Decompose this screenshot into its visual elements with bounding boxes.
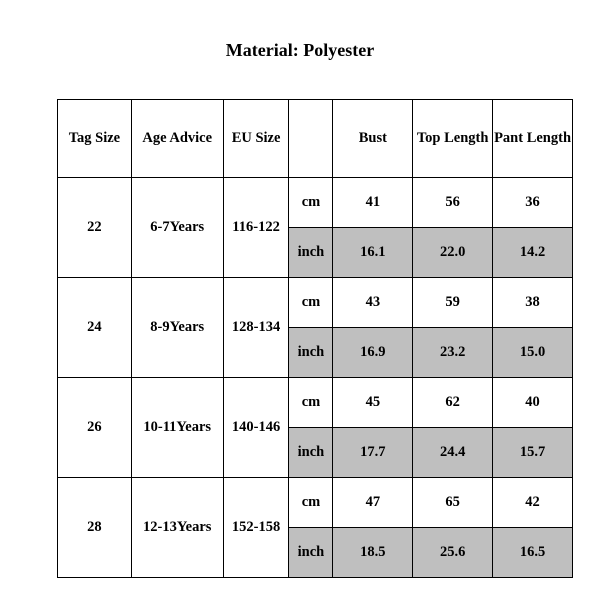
cell-pant-cm: 42 — [493, 478, 573, 528]
cell-unit-inch: inch — [289, 328, 333, 378]
cell-top-cm: 59 — [413, 278, 493, 328]
col-bust: Bust — [333, 100, 413, 178]
cell-bust-cm: 47 — [333, 478, 413, 528]
cell-unit-cm: cm — [289, 478, 333, 528]
col-tag-size: Tag Size — [58, 100, 132, 178]
cell-age: 6-7Years — [131, 178, 223, 278]
col-top-len: Top Length — [413, 100, 493, 178]
cell-age: 10-11Years — [131, 378, 223, 478]
col-pant-len: Pant Length — [493, 100, 573, 178]
cell-unit-inch: inch — [289, 428, 333, 478]
cell-eu-size: 128-134 — [223, 278, 289, 378]
cell-eu-size: 152-158 — [223, 478, 289, 578]
cell-top-cm: 65 — [413, 478, 493, 528]
cell-bust-inch: 17.7 — [333, 428, 413, 478]
cell-tag-size: 28 — [58, 478, 132, 578]
cell-eu-size: 116-122 — [223, 178, 289, 278]
cell-top-inch: 22.0 — [413, 228, 493, 278]
size-table: Tag Size Age Advice EU Size Bust Top Len… — [57, 99, 573, 578]
col-age: Age Advice — [131, 100, 223, 178]
header-row: Tag Size Age Advice EU Size Bust Top Len… — [58, 100, 573, 178]
table-head: Tag Size Age Advice EU Size Bust Top Len… — [58, 100, 573, 178]
cell-tag-size: 24 — [58, 278, 132, 378]
cell-bust-inch: 18.5 — [333, 528, 413, 578]
table-row: 2812-13Years152-158cm476542 — [58, 478, 573, 528]
cell-age: 8-9Years — [131, 278, 223, 378]
cell-unit-cm: cm — [289, 278, 333, 328]
cell-pant-inch: 14.2 — [493, 228, 573, 278]
cell-eu-size: 140-146 — [223, 378, 289, 478]
cell-age: 12-13Years — [131, 478, 223, 578]
cell-unit-inch: inch — [289, 528, 333, 578]
col-eu-size: EU Size — [223, 100, 289, 178]
cell-bust-inch: 16.9 — [333, 328, 413, 378]
cell-tag-size: 22 — [58, 178, 132, 278]
cell-bust-cm: 45 — [333, 378, 413, 428]
cell-bust-cm: 41 — [333, 178, 413, 228]
cell-pant-cm: 40 — [493, 378, 573, 428]
cell-unit-cm: cm — [289, 178, 333, 228]
cell-pant-cm: 38 — [493, 278, 573, 328]
cell-unit-inch: inch — [289, 228, 333, 278]
cell-top-cm: 56 — [413, 178, 493, 228]
col-unit — [289, 100, 333, 178]
page: Material: Polyester Tag Size Age Advice … — [0, 0, 600, 600]
cell-pant-inch: 15.7 — [493, 428, 573, 478]
table-row: 226-7Years116-122cm415636 — [58, 178, 573, 228]
cell-bust-cm: 43 — [333, 278, 413, 328]
cell-tag-size: 26 — [58, 378, 132, 478]
cell-unit-cm: cm — [289, 378, 333, 428]
cell-top-inch: 23.2 — [413, 328, 493, 378]
table-row: 2610-11Years140-146cm456240 — [58, 378, 573, 428]
cell-pant-inch: 15.0 — [493, 328, 573, 378]
cell-top-cm: 62 — [413, 378, 493, 428]
table-body: 226-7Years116-122cm415636inch16.122.014.… — [58, 178, 573, 578]
cell-top-inch: 24.4 — [413, 428, 493, 478]
cell-bust-inch: 16.1 — [333, 228, 413, 278]
table-row: 248-9Years128-134cm435938 — [58, 278, 573, 328]
cell-top-inch: 25.6 — [413, 528, 493, 578]
cell-pant-inch: 16.5 — [493, 528, 573, 578]
page-title: Material: Polyester — [27, 40, 573, 61]
cell-pant-cm: 36 — [493, 178, 573, 228]
